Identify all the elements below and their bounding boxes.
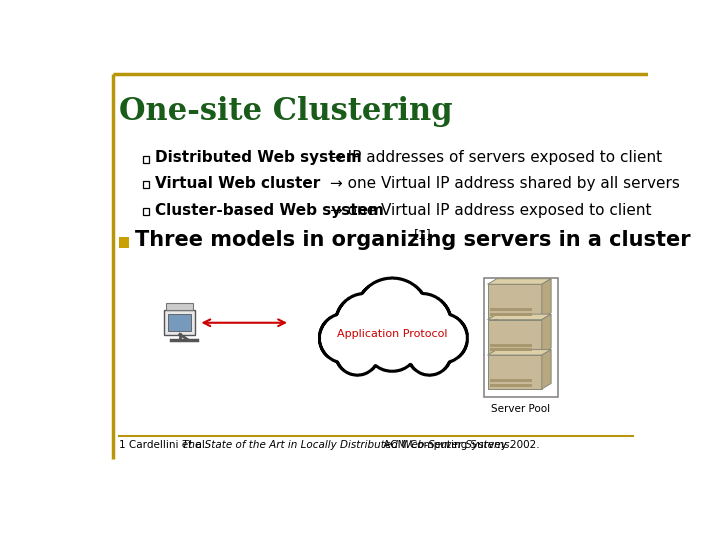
Bar [490, 308, 532, 311]
Bar [143, 208, 149, 215]
Bar [490, 383, 532, 387]
Bar [490, 343, 532, 347]
Text: Virtual Web cluster: Virtual Web cluster [155, 176, 320, 191]
Polygon shape [487, 314, 551, 320]
Polygon shape [542, 279, 551, 318]
FancyBboxPatch shape [163, 310, 194, 335]
Text: ACM Computing Survey 2002.: ACM Computing Survey 2002. [380, 440, 539, 450]
Text: Cluster-based Web system: Cluster-based Web system [155, 203, 384, 218]
FancyBboxPatch shape [487, 284, 542, 318]
Text: → IP addresses of servers exposed to client: → IP addresses of servers exposed to cli… [330, 151, 662, 165]
FancyBboxPatch shape [487, 355, 542, 389]
Text: Application Protocol: Application Protocol [337, 329, 448, 339]
Bar [490, 348, 532, 351]
Bar [490, 379, 532, 382]
Bar [484, 278, 558, 397]
Bar [143, 181, 149, 188]
Bar [490, 313, 532, 316]
Polygon shape [487, 349, 551, 355]
Text: Server Pool: Server Pool [491, 403, 551, 414]
FancyBboxPatch shape [166, 303, 194, 310]
Polygon shape [542, 349, 551, 389]
Text: One-site Clustering: One-site Clustering [120, 96, 453, 126]
Text: [1]: [1] [413, 228, 431, 241]
Bar [143, 156, 149, 163]
Text: → one Virtual IP address shared by all servers: → one Virtual IP address shared by all s… [330, 176, 680, 191]
Text: Three models in organizing servers in a cluster: Three models in organizing servers in a … [135, 230, 690, 249]
Polygon shape [487, 279, 551, 284]
Bar [120, 237, 129, 248]
Polygon shape [542, 314, 551, 354]
Text: → one Virtual IP address exposed to client: → one Virtual IP address exposed to clie… [330, 203, 652, 218]
Text: 1 Cardellini et al.: 1 Cardellini et al. [120, 440, 212, 450]
FancyBboxPatch shape [487, 320, 542, 354]
Text: The State of the Art in Locally Distributed Web-Server Systems.: The State of the Art in Locally Distribu… [182, 440, 513, 450]
Text: Distributed Web system: Distributed Web system [155, 151, 362, 165]
FancyBboxPatch shape [168, 314, 191, 331]
